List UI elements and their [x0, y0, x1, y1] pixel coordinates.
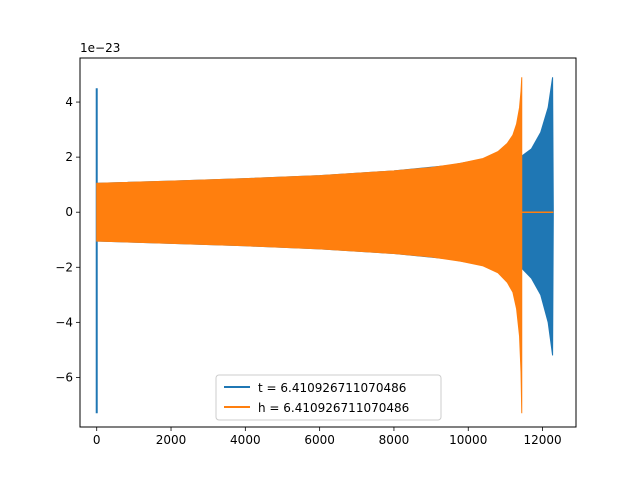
x-tick-label: 4000: [230, 433, 261, 447]
y-tick-label: 0: [65, 205, 73, 219]
x-tick-label: 10000: [449, 433, 487, 447]
series-1-band: [96, 77, 523, 414]
y-tick-label: −4: [55, 315, 73, 329]
x-tick-label: 6000: [304, 433, 335, 447]
y-offset-label: 1e−23: [80, 41, 120, 55]
y-axis: −6 −4 −2 0 2 4: [55, 95, 80, 384]
x-tick-label: 2000: [156, 433, 187, 447]
axes-frame: [79, 57, 577, 428]
legend-label-series-0: t = 6.410926711070486: [258, 381, 406, 395]
x-axis: 0 2000 4000 6000 8000 10000 12000: [93, 427, 562, 447]
y-tick-label: 4: [65, 95, 73, 109]
plot-series: [95, 77, 554, 414]
y-tick-label: 2: [65, 150, 73, 164]
y-tick-label: −6: [55, 370, 73, 384]
x-tick-label: 0: [93, 433, 101, 447]
legend: t = 6.410926711070486 h = 6.410926711070…: [215, 374, 442, 421]
y-tick-label: −2: [55, 260, 73, 274]
legend-frame: [215, 374, 442, 421]
x-tick-label: 8000: [379, 433, 410, 447]
x-tick-label: 12000: [523, 433, 561, 447]
legend-label-series-1: h = 6.410926711070486: [258, 401, 409, 415]
